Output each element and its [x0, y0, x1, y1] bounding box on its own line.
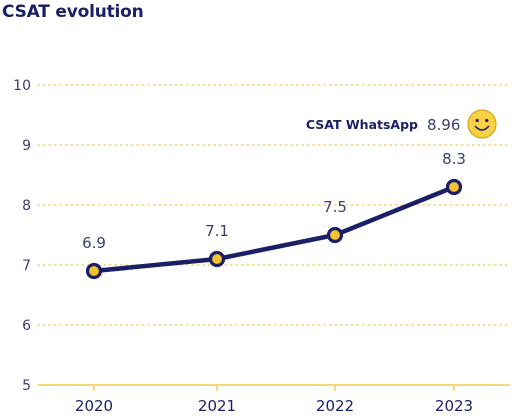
x-tick-label: 2021: [198, 397, 236, 415]
data-points: [85, 178, 463, 280]
series-polyline: [91, 184, 457, 274]
x-tick-label: 2022: [316, 397, 354, 415]
data-point: [208, 250, 226, 268]
smiley-face-icon: [467, 109, 497, 139]
y-tick-label: 9: [22, 138, 31, 154]
data-point: [326, 226, 344, 244]
y-tick-label: 7: [22, 258, 31, 274]
series-line: [91, 184, 457, 274]
x-axis-tick-marks: [93, 385, 455, 391]
data-label: 8.3: [442, 150, 466, 168]
y-axis-ticks: 5 6 7 8 9 10: [13, 78, 31, 394]
data-label: 7.5: [323, 198, 347, 216]
x-tick-label: 2023: [435, 397, 473, 415]
y-tick-label: 8: [22, 198, 31, 214]
y-tick-label: 5: [22, 378, 31, 394]
annotation-label: CSAT WhatsApp: [306, 117, 418, 132]
data-point: [85, 262, 103, 280]
data-label: 7.1: [205, 222, 229, 240]
y-tick-label: 10: [13, 78, 31, 94]
y-tick-label: 6: [22, 318, 31, 334]
x-tick-label: 2020: [75, 397, 113, 415]
data-labels: 6.9 7.1 7.5 8.3: [82, 150, 466, 252]
annotation-value: 8.96: [427, 116, 460, 134]
annotation: CSAT WhatsApp 8.96: [306, 109, 497, 139]
x-axis-labels: 2020 2021 2022 2023: [75, 397, 473, 415]
data-point: [445, 178, 463, 196]
data-label: 6.9: [82, 234, 106, 252]
grid-lines: [37, 84, 511, 386]
chart-title: CSAT evolution: [2, 2, 144, 22]
